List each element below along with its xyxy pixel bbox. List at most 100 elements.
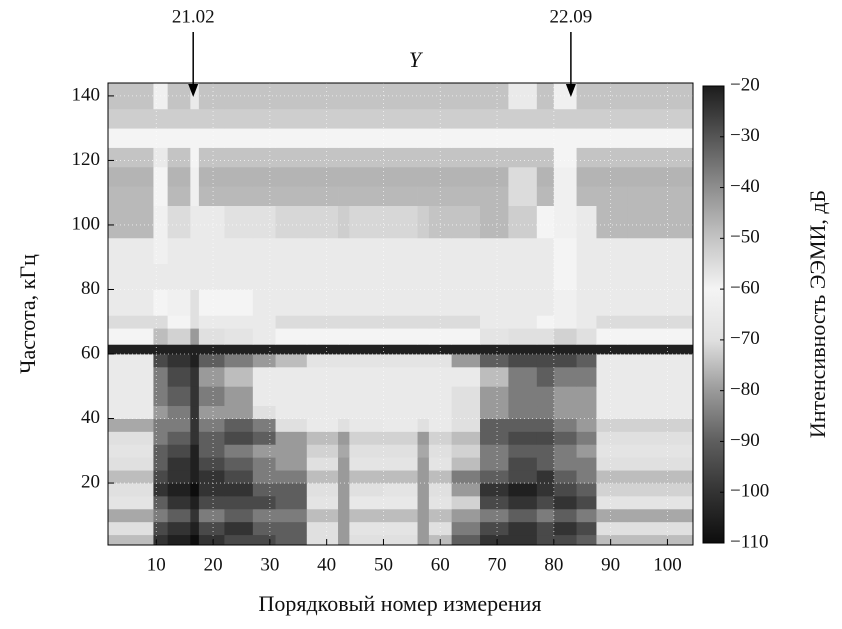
cell: [224, 405, 254, 419]
cell: [108, 108, 154, 129]
cell: [349, 289, 384, 316]
cell: [224, 431, 254, 445]
cell: [576, 263, 597, 290]
cell: [417, 289, 430, 316]
cell: [417, 354, 430, 368]
cell: [252, 147, 276, 168]
cell: [338, 470, 350, 484]
cell: [198, 508, 225, 523]
cell: [480, 457, 509, 471]
cell: [428, 289, 453, 316]
cell: [576, 237, 597, 265]
cell: [224, 366, 254, 387]
cell: [198, 366, 225, 387]
cell: [252, 205, 276, 239]
cell: [508, 418, 538, 432]
annotation-arrowhead: [565, 84, 576, 97]
cell: [108, 418, 154, 432]
cell: [417, 237, 430, 265]
cell: [627, 457, 694, 471]
cell: [576, 386, 597, 407]
cell: [252, 366, 276, 387]
cell: [108, 366, 154, 387]
annotation-label: 22.09: [550, 6, 593, 27]
cell: [553, 128, 577, 148]
cell: [576, 83, 597, 110]
cell: [553, 108, 577, 129]
cell: [451, 366, 481, 387]
cell: [383, 237, 418, 265]
cell: [508, 386, 538, 407]
cell: [108, 83, 154, 110]
cell: [349, 147, 384, 168]
cell: [306, 315, 339, 329]
cell: [108, 534, 154, 546]
cell: [108, 128, 154, 148]
cell: [451, 521, 481, 536]
cell: [627, 444, 694, 458]
cell: [576, 508, 597, 523]
cell: [190, 495, 200, 510]
cell: [508, 205, 538, 239]
y-tick-label: 60: [81, 342, 100, 363]
cell: [306, 418, 339, 432]
cell: [224, 386, 254, 407]
cell: [275, 328, 308, 345]
cell: [627, 366, 694, 387]
plot-frame: [107, 82, 694, 546]
cell: [536, 405, 555, 419]
cell: [480, 366, 509, 387]
cell: [428, 418, 453, 432]
cell: [275, 405, 308, 419]
cell: [252, 128, 276, 148]
cell: [576, 444, 597, 458]
cell: [508, 128, 538, 148]
cell: [417, 366, 430, 387]
colorbar-tick-label: −100: [730, 481, 769, 502]
cell: [190, 108, 200, 129]
cell: [198, 470, 225, 484]
colorbar-label: Интенсивность ЭЭМИ, дБ: [805, 190, 830, 438]
cell: [553, 534, 577, 546]
cell: [167, 534, 191, 546]
cell: [338, 418, 350, 432]
cell: [596, 108, 629, 129]
cell: [252, 263, 276, 290]
cell: [153, 328, 169, 345]
cell: [451, 386, 481, 407]
cell: [349, 166, 384, 187]
cell: [536, 128, 555, 148]
cell: [275, 366, 308, 387]
cell: [417, 328, 430, 345]
cell: [383, 386, 418, 407]
cell: [417, 431, 430, 445]
heatmap: [108, 83, 694, 546]
cell: [275, 205, 308, 239]
cell: [508, 366, 538, 387]
cell: [338, 128, 350, 148]
x-tick-label: 80: [544, 554, 563, 575]
cell: [508, 166, 538, 187]
cell: [224, 147, 254, 168]
cell: [338, 495, 350, 510]
cell: [306, 128, 339, 148]
cell: [383, 128, 418, 148]
cell: [338, 237, 350, 265]
cell: [153, 366, 169, 387]
cell: [428, 166, 453, 187]
cell: [306, 521, 339, 536]
cell: [627, 237, 694, 265]
cell: [508, 289, 538, 316]
cell: [153, 315, 169, 329]
cell: [417, 108, 430, 129]
cell: [417, 534, 430, 546]
x-tick-label: 10: [147, 554, 166, 575]
cell: [306, 186, 339, 206]
cell: [536, 534, 555, 546]
cell: [627, 166, 694, 187]
cell: [153, 508, 169, 523]
cell: [576, 108, 597, 129]
cell: [167, 166, 191, 187]
cell: [108, 315, 154, 329]
cell: [480, 405, 509, 419]
